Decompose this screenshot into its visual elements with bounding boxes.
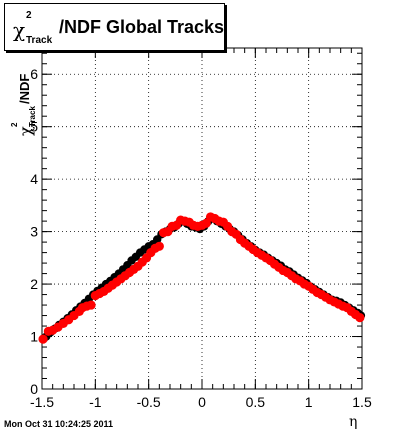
y-tick-label: 3	[30, 224, 38, 240]
y-tick-label: 1	[30, 329, 38, 345]
data-point-red	[355, 313, 365, 323]
x-tick-label: 1	[305, 394, 313, 410]
y-tick-label: 4	[30, 171, 38, 187]
ylabel-text: /NDF	[17, 73, 32, 104]
title-text: /NDF Global Tracks	[59, 17, 225, 37]
chart-title: χ 2 Track /NDF Global Tracks	[4, 3, 225, 51]
x-tick-label: 1.5	[352, 394, 372, 410]
y-tick-label: 6	[30, 66, 38, 82]
datestamp: Mon Oct 31 10:24:25 2011	[4, 419, 114, 429]
x-tick-label: 0.5	[246, 394, 266, 410]
y-tick-label: 0	[30, 381, 38, 397]
title-superscript: 2	[26, 10, 32, 21]
y-tick-label: 2	[30, 276, 38, 292]
title-chi-symbol: χ	[13, 18, 26, 42]
plot-area	[42, 48, 362, 389]
y-tick-label: 5	[30, 119, 38, 135]
x-tick-label: -1	[89, 394, 102, 410]
x-tick-label: -1.5	[30, 394, 54, 410]
ylabel-chi-symbol: χ	[16, 126, 35, 136]
title-subscript: Track	[26, 35, 53, 46]
data-point-red	[154, 241, 164, 251]
y-axis-label: χ 2 Track /NDF	[2, 74, 42, 146]
data-point-red	[38, 334, 48, 344]
ylabel-superscript: 2	[10, 122, 19, 127]
data-point-red	[86, 300, 96, 310]
ylabel-subscript: Track	[28, 106, 37, 127]
x-tick-label: -0.5	[137, 394, 161, 410]
x-tick-label: 0	[198, 394, 206, 410]
x-axis-label: η	[349, 414, 358, 430]
